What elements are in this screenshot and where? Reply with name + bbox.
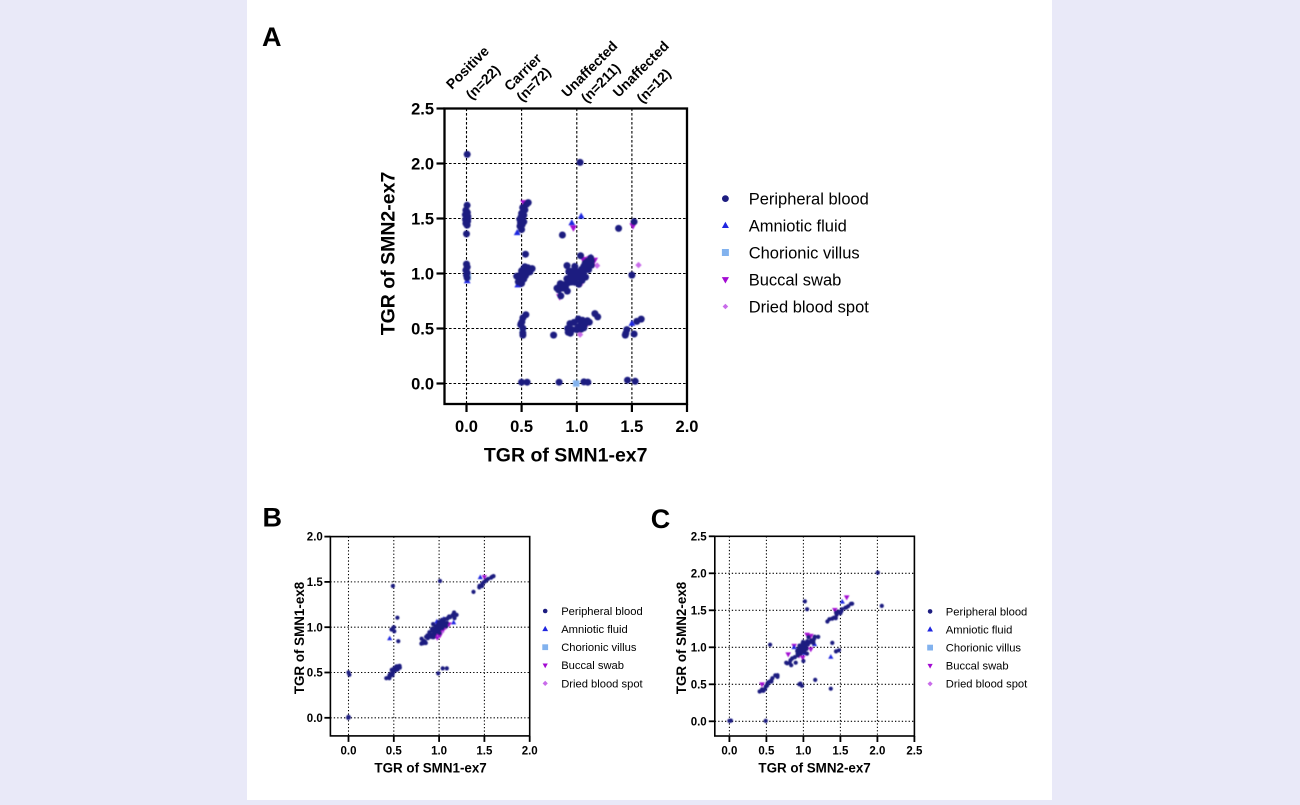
svg-text:1.0: 1.0 bbox=[795, 745, 811, 757]
svg-text:2.0: 2.0 bbox=[307, 532, 323, 544]
svg-text:0.5: 0.5 bbox=[411, 320, 434, 338]
svg-text:2.0: 2.0 bbox=[691, 568, 707, 580]
svg-text:0.5: 0.5 bbox=[758, 745, 775, 757]
svg-text:B: B bbox=[263, 503, 283, 533]
svg-text:Buccal swab: Buccal swab bbox=[749, 271, 842, 289]
svg-text:2.5: 2.5 bbox=[906, 745, 923, 757]
svg-text:1.5: 1.5 bbox=[411, 210, 434, 228]
svg-text:0.5: 0.5 bbox=[510, 418, 533, 436]
svg-text:0.0: 0.0 bbox=[341, 745, 357, 757]
svg-text:0.0: 0.0 bbox=[721, 745, 737, 757]
svg-text:Peripheral blood: Peripheral blood bbox=[561, 606, 642, 618]
svg-text:2.5: 2.5 bbox=[411, 100, 434, 118]
svg-text:TGR of SMN1-ex7: TGR of SMN1-ex7 bbox=[484, 445, 648, 467]
svg-text:2.0: 2.0 bbox=[411, 155, 434, 173]
svg-text:A: A bbox=[262, 22, 282, 52]
svg-text:TGR of SMN1-ex8: TGR of SMN1-ex8 bbox=[292, 581, 307, 694]
svg-text:Peripheral blood: Peripheral blood bbox=[946, 606, 1027, 618]
svg-text:0.5: 0.5 bbox=[307, 668, 324, 680]
svg-text:1.0: 1.0 bbox=[431, 745, 447, 757]
svg-text:1.5: 1.5 bbox=[476, 745, 493, 757]
svg-text:Amniotic fluid: Amniotic fluid bbox=[561, 624, 628, 636]
svg-text:C: C bbox=[651, 504, 671, 534]
svg-text:Chorionic villus: Chorionic villus bbox=[749, 244, 860, 262]
svg-text:0.5: 0.5 bbox=[691, 679, 708, 691]
svg-text:Chorionic villus: Chorionic villus bbox=[561, 642, 637, 654]
svg-text:Dried blood spot: Dried blood spot bbox=[749, 298, 870, 316]
svg-text:Buccal swab: Buccal swab bbox=[946, 661, 1009, 673]
svg-text:2.0: 2.0 bbox=[676, 418, 699, 436]
svg-text:Dried blood spot: Dried blood spot bbox=[946, 679, 1028, 691]
svg-text:0.5: 0.5 bbox=[386, 745, 403, 757]
svg-text:Amniotic fluid: Amniotic fluid bbox=[749, 217, 847, 235]
svg-text:1.0: 1.0 bbox=[691, 642, 707, 654]
svg-text:2.0: 2.0 bbox=[869, 745, 885, 757]
svg-text:0.0: 0.0 bbox=[691, 716, 707, 728]
svg-text:Buccal swab: Buccal swab bbox=[561, 660, 624, 672]
svg-text:0.0: 0.0 bbox=[411, 375, 434, 393]
svg-text:0.0: 0.0 bbox=[307, 713, 323, 725]
svg-text:1.0: 1.0 bbox=[411, 265, 434, 283]
svg-text:TGR of SMN1-ex7: TGR of SMN1-ex7 bbox=[374, 761, 486, 776]
svg-text:Chorionic villus: Chorionic villus bbox=[946, 643, 1022, 655]
svg-text:1.5: 1.5 bbox=[307, 577, 324, 589]
svg-text:2.5: 2.5 bbox=[691, 531, 708, 543]
svg-text:Amniotic fluid: Amniotic fluid bbox=[946, 624, 1013, 636]
svg-text:1.5: 1.5 bbox=[832, 745, 849, 757]
svg-text:Peripheral blood: Peripheral blood bbox=[749, 190, 869, 208]
svg-text:0.0: 0.0 bbox=[455, 418, 478, 436]
svg-text:TGR of SMN2-ex7: TGR of SMN2-ex7 bbox=[758, 761, 870, 776]
svg-text:TGR of SMN2-ex8: TGR of SMN2-ex8 bbox=[674, 581, 689, 694]
svg-text:1.5: 1.5 bbox=[691, 605, 708, 617]
svg-text:1.5: 1.5 bbox=[620, 418, 643, 436]
svg-text:TGR of SMN2-ex7: TGR of SMN2-ex7 bbox=[378, 172, 400, 336]
svg-text:1.0: 1.0 bbox=[307, 622, 323, 634]
svg-text:1.0: 1.0 bbox=[565, 418, 588, 436]
svg-text:Dried blood spot: Dried blood spot bbox=[561, 678, 643, 690]
svg-text:2.0: 2.0 bbox=[522, 745, 538, 757]
